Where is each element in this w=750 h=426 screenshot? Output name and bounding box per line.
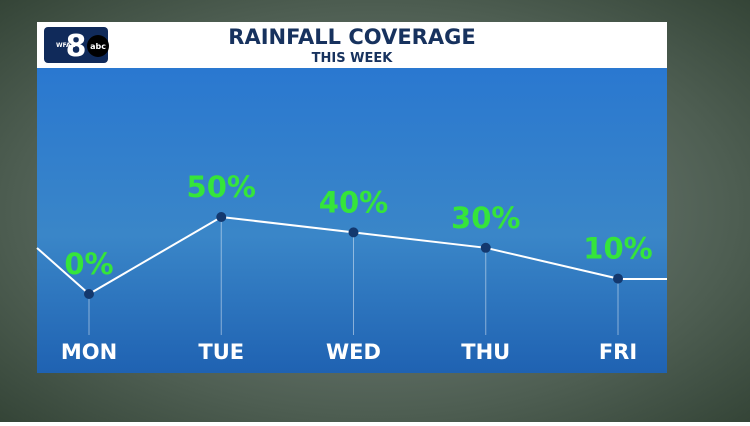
data-point bbox=[613, 273, 623, 284]
data-point bbox=[84, 289, 94, 299]
chart-title: RAINFALL COVERAGE bbox=[228, 25, 475, 49]
chart-subtitle: THIS WEEK bbox=[312, 51, 394, 66]
x-tick-label: FRI bbox=[599, 340, 637, 364]
chart-panel bbox=[37, 68, 667, 373]
x-tick-label: THU bbox=[461, 340, 510, 364]
header bbox=[37, 22, 667, 68]
logo-channel: 8 bbox=[66, 29, 87, 64]
line-extension bbox=[36, 247, 667, 295]
x-tick-label: TUE bbox=[198, 340, 244, 364]
logo-circle bbox=[87, 35, 109, 57]
value-label: 0% bbox=[64, 247, 113, 281]
value-label: 10% bbox=[583, 232, 652, 266]
x-tick-label: MON bbox=[61, 340, 117, 364]
value-label: 50% bbox=[187, 170, 256, 204]
logo-network: abc bbox=[90, 42, 106, 51]
data-point bbox=[348, 227, 359, 238]
value-label: 40% bbox=[319, 185, 388, 219]
data-point bbox=[216, 212, 227, 222]
logo: WFAA 8 abc bbox=[44, 27, 109, 64]
logo-station: WFAA bbox=[56, 42, 76, 49]
value-label: 30% bbox=[451, 201, 520, 235]
x-tick-label: WED bbox=[326, 340, 381, 364]
data-point bbox=[480, 242, 491, 253]
